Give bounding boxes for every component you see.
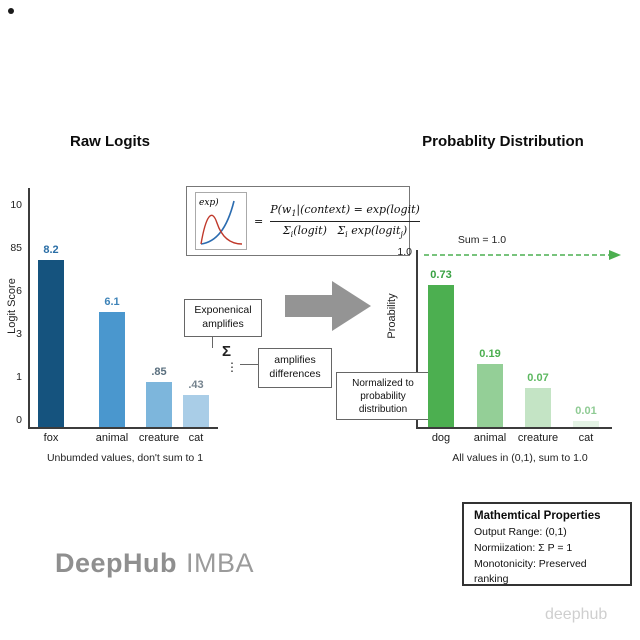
- exp-plot-label: exp): [199, 197, 219, 208]
- raw-logits-bar-creature: [146, 382, 172, 427]
- probability-category-label-animal: animal: [473, 432, 507, 444]
- probability-bar-creature: [525, 388, 551, 427]
- normalized-callout-box: Normalized to probability distribution: [336, 372, 430, 420]
- right-y-axis: [416, 250, 418, 428]
- right-ytick: 1.0: [397, 246, 412, 258]
- right-chart-caption: All values in (0,1), sum to 1.0: [452, 452, 588, 464]
- transform-arrow-shape: [285, 281, 371, 331]
- raw-logits-category-label-creature: creature: [138, 432, 180, 444]
- property-normalization: Normiization: Σ P = 1: [474, 541, 573, 554]
- probability-value-label-cat: 0.01: [575, 405, 597, 417]
- left-chart-caption: Unbumded values, don't sum to 1: [46, 452, 204, 464]
- probability-bar-animal: [477, 364, 503, 427]
- raw-logits-value-label-cat: .43: [188, 379, 204, 391]
- exponential-amplifies-box: Exponenical amplifies: [184, 299, 262, 337]
- property-output-range: Output Range: (0,1): [474, 526, 567, 538]
- equals-sign: =: [254, 214, 264, 228]
- softmax-formula-box: exp) = P(w1|(context) = exp(logit) Σi(lo…: [186, 186, 420, 256]
- raw-logits-bar-animal: [99, 312, 125, 427]
- amplifies-differences-box: amplifies differences: [258, 348, 332, 388]
- left-ytick: 85: [10, 242, 22, 254]
- left-ytick: 0: [16, 414, 22, 426]
- connector-line: [212, 337, 213, 348]
- sum-annotation: Sum = 1.0: [457, 234, 507, 246]
- probability-category-label-dog: dog: [431, 432, 451, 444]
- transform-arrow: [285, 281, 371, 331]
- watermark-part1: DeepHub: [55, 548, 178, 578]
- watermark-part2: IMBA: [186, 548, 255, 578]
- sigma-dots: ⋮: [226, 360, 238, 374]
- math-properties-box: Mathemtical Properties Output Range: (0,…: [462, 502, 632, 586]
- sigma-symbol: Σ: [222, 343, 232, 360]
- raw-logits-bar-fox: [38, 260, 64, 427]
- exp-curve-plot: exp): [195, 192, 247, 250]
- property-monotonicity: Monotonicity: Preserved ranking: [474, 557, 587, 586]
- left-x-axis: [28, 427, 218, 429]
- red-distribution-curve: [200, 214, 243, 245]
- sum-dashed-arrow: [424, 250, 621, 260]
- raw-logits-category-label-cat: cat: [188, 432, 204, 444]
- right-chart-title: Probablity Distribution: [422, 133, 584, 150]
- left-y-axis: [28, 188, 30, 428]
- watermark: DeepHub IMBA: [55, 548, 254, 579]
- probability-value-label-animal: 0.19: [479, 348, 501, 360]
- probability-value-label-dog: 0.73: [430, 269, 452, 281]
- arrowhead: [609, 250, 621, 260]
- softmax-fraction: P(w1|(context) = exp(logit) Σi(logit) Σi…: [270, 203, 420, 239]
- raw-logits-bar-cat: [183, 395, 209, 427]
- left-ytick: 1: [16, 371, 22, 383]
- connector-line: [240, 364, 258, 365]
- right-y-axis-label: Proability: [386, 293, 398, 339]
- raw-logits-value-label-creature: .85: [151, 366, 167, 378]
- probability-value-label-creature: 0.07: [527, 372, 549, 384]
- left-ytick: 10: [10, 199, 22, 211]
- raw-logits-category-label-fox: fox: [43, 432, 59, 444]
- corner-watermark: deephub: [545, 606, 608, 623]
- probability-bar-dog: [428, 285, 454, 427]
- probability-bar-cat: [573, 421, 599, 427]
- formula-numerator: P(w1|(context) = exp(logit): [270, 203, 420, 219]
- formula-denominator: Σi(logit) Σi exp(logitj): [282, 223, 408, 239]
- math-properties-title: Mathemtical Properties: [474, 510, 601, 522]
- left-chart-title: Raw Logits: [69, 133, 150, 150]
- left-ytick: 3: [16, 328, 22, 340]
- left-ytick: 6: [16, 285, 22, 297]
- raw-logits-value-label-fox: 8.2: [43, 244, 59, 256]
- probability-category-label-creature: creature: [517, 432, 559, 444]
- corner-dot: [8, 8, 14, 14]
- raw-logits-category-label-animal: animal: [95, 432, 129, 444]
- fraction-line: [270, 220, 420, 222]
- probability-category-label-cat: cat: [578, 432, 594, 444]
- raw-logits-value-label-animal: 6.1: [104, 296, 120, 308]
- right-x-axis: [416, 427, 612, 429]
